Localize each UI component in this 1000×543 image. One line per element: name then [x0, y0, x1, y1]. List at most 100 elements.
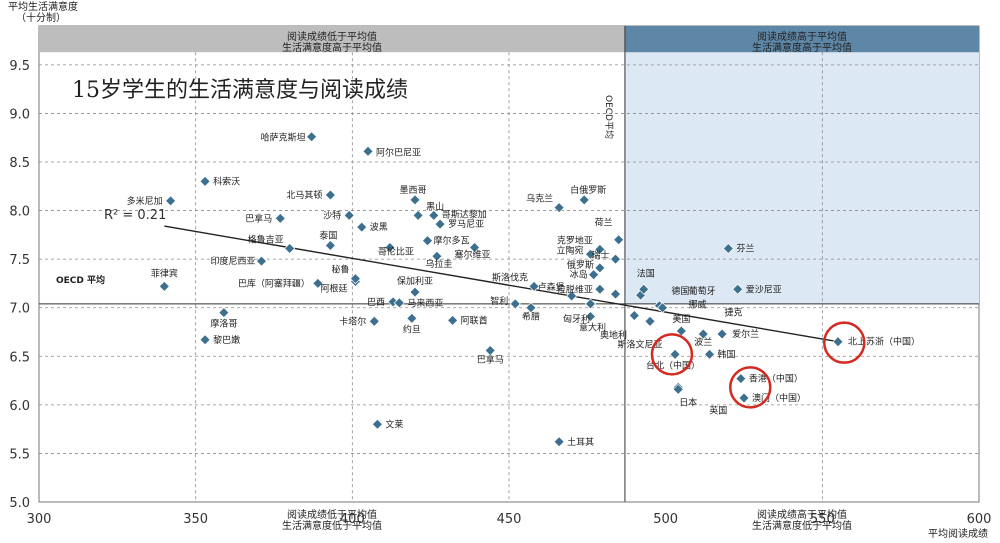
point-label: 保加利亚 [397, 275, 433, 287]
point-label: 哈萨克斯坦 [261, 132, 306, 144]
point-label: 韩国 [718, 348, 736, 360]
data-point [722, 242, 734, 254]
data-point [628, 309, 640, 321]
quadrant-label-bottom-left: 生活满意度低于平均值 [282, 519, 382, 532]
point-label: 阿联酋 [461, 314, 488, 326]
point-label: 黎巴嫩 [213, 334, 240, 346]
data-point [422, 235, 434, 247]
point-label: 文莱 [385, 418, 403, 430]
point-label: 意大利 [579, 321, 606, 333]
x-tick-label: 600 [967, 512, 992, 527]
point-label: 泰国 [319, 230, 337, 242]
point-label: 冰岛 [570, 269, 588, 281]
point-label: 芬兰 [736, 242, 754, 254]
point-label: 哥斯达黎加 [442, 208, 487, 220]
data-point [306, 131, 318, 143]
point-label: 智利 [490, 295, 508, 307]
x-axis-title: 平均阅读成绩 [928, 527, 988, 540]
data-point [349, 273, 361, 285]
point-label: 马来西亚 [407, 298, 443, 309]
point-label: 奥地利 [600, 329, 627, 341]
point-label: 巴库（阿塞拜疆） [238, 277, 310, 289]
point-label: 印度尼西亚 [210, 255, 255, 267]
point-label: 巴拿马 [477, 353, 504, 365]
data-point [509, 298, 521, 310]
point-label: 法国 [637, 267, 655, 279]
data-point [431, 250, 443, 262]
x-tick-label: 450 [497, 512, 522, 527]
point-label: 捷克 [724, 306, 742, 318]
point-label: 美国 [672, 313, 690, 325]
data-point [588, 269, 600, 281]
oecd-average-label: OECD 平均 [56, 274, 105, 286]
y-tick-label: 9.0 [9, 107, 30, 122]
quadrant-label-bottom-right: 生活满意度低于平均值 [752, 519, 852, 532]
data-point [735, 373, 747, 385]
y-axis-title-line1: 平均生活满意度 [8, 0, 78, 13]
data-point [368, 315, 380, 327]
data-point [447, 314, 459, 326]
data-point [672, 383, 684, 395]
data-point [704, 348, 716, 360]
data-point [594, 262, 606, 274]
data-point [218, 307, 230, 319]
point-label: 波黑 [370, 221, 388, 233]
point-label: 波兰 [694, 336, 712, 348]
data-point [553, 202, 565, 214]
highlight-circle [823, 321, 866, 364]
quadrant-label-top-right: 阅读成绩高于平均值 [757, 30, 847, 43]
data-point [644, 315, 656, 327]
data-point [324, 240, 336, 252]
data-point [613, 234, 625, 246]
data-point [371, 418, 383, 430]
data-point [584, 248, 596, 260]
data-point [610, 253, 622, 265]
header-top-right [624, 26, 979, 53]
data-point [356, 221, 368, 233]
point-label: 格鲁吉亚 [248, 233, 284, 245]
data-point [199, 334, 211, 346]
point-label: 巴西 [367, 297, 385, 308]
point-label: 俄罗斯 [567, 259, 594, 271]
point-label: 阿根廷 [320, 282, 347, 294]
point-label: 多米尼加 [127, 195, 163, 207]
y-tick-label: 5.0 [9, 496, 30, 511]
data-point [697, 328, 709, 340]
point-label: 葡萄牙 [689, 285, 716, 297]
point-label: 巴拿马 [245, 212, 272, 224]
point-label: 北上苏浙（中国） [848, 336, 920, 348]
data-point [610, 288, 622, 300]
point-label: 匈牙利 [563, 313, 590, 325]
header-top-left [39, 26, 625, 53]
x-tick-label: 350 [183, 512, 208, 527]
y-tick-label: 8.0 [9, 205, 30, 220]
quadrant-label-top-left: 生活满意度高于平均值 [282, 41, 382, 54]
data-point [165, 195, 177, 207]
point-label: 英国 [709, 404, 727, 416]
point-label: 摩尔多瓦 [434, 235, 470, 247]
data-point [669, 348, 681, 360]
quadrant-label-bottom-left: 阅读成绩低于平均值 [287, 508, 377, 521]
point-label: 卡塔尔 [339, 315, 366, 327]
y-tick-label: 7.0 [9, 302, 30, 317]
data-point [732, 283, 744, 295]
point-label: 约旦 [403, 323, 421, 335]
point-label: 爱沙尼亚 [746, 284, 782, 295]
data-point [274, 212, 286, 224]
data-point [343, 209, 355, 221]
point-label: 挪威 [689, 299, 707, 311]
data-point [584, 298, 596, 310]
data-point [312, 277, 324, 289]
data-point [428, 209, 440, 221]
data-point [158, 280, 170, 292]
quadrant-label-top-left: 阅读成绩低于平均值 [287, 30, 377, 43]
point-label: 阿尔巴尼亚 [376, 146, 421, 158]
y-tick-label: 7.5 [9, 253, 30, 268]
data-point [409, 286, 421, 298]
point-label: 沙特 [323, 209, 341, 221]
data-point [362, 145, 374, 157]
data-point [832, 336, 844, 348]
data-point [324, 189, 336, 201]
point-label: 德国 [671, 285, 689, 297]
